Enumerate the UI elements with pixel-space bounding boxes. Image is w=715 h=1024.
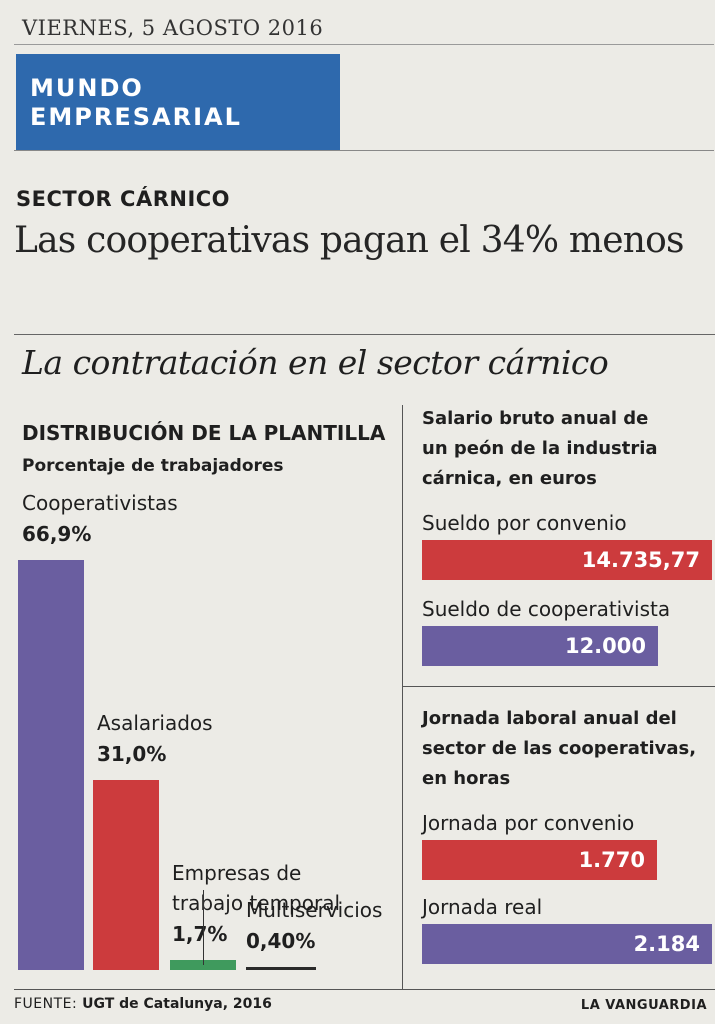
article-headline: Las cooperativas pagan el 34% menos bbox=[14, 220, 684, 261]
bar-multiservicios bbox=[246, 967, 316, 970]
hbar-value-label: 12.000 bbox=[564, 634, 646, 658]
infographic-bottom-rule bbox=[14, 989, 715, 990]
hours-title-line3: en horas bbox=[422, 768, 511, 789]
section-title: MUNDO EMPRESARIAL bbox=[30, 74, 242, 132]
section-title-line1: MUNDO bbox=[30, 74, 144, 102]
bar-value-label: 31,0% bbox=[97, 742, 167, 766]
bar-label: Empresas de bbox=[172, 860, 302, 885]
bar-cooperativistas bbox=[18, 560, 84, 970]
hours-chart: Jornada por convenio 1.770 Jornada real 2.1… bbox=[422, 811, 712, 964]
hbar-label: Sueldo por convenio bbox=[422, 511, 627, 535]
hbar-1: 12.000 bbox=[422, 626, 658, 666]
hbar-1: 2.184 bbox=[422, 924, 712, 964]
section-rule bbox=[14, 150, 714, 151]
bar-label: Cooperativistas bbox=[22, 491, 178, 515]
distribution-title: DISTRIBUCIÓN DE LA PLANTILLA bbox=[22, 421, 386, 445]
section-badge bbox=[16, 54, 340, 150]
hbar-label: Jornada por convenio bbox=[422, 811, 635, 835]
bar-label: trabajo temporal bbox=[172, 890, 341, 915]
bar-asalariados bbox=[93, 780, 159, 970]
section-title-line2: EMPRESARIAL bbox=[30, 103, 242, 131]
bar-value-label: 0,40% bbox=[246, 929, 316, 953]
salary-chart: Sueldo por convenio 14.735,77 Sueldo de co… bbox=[422, 511, 712, 666]
salary-title-line1: Salario bruto anual de bbox=[422, 408, 649, 429]
salary-title-line2: un peón de la industria bbox=[422, 438, 658, 459]
issue-date: VIERNES, 5 AGOSTO 2016 bbox=[22, 16, 324, 40]
infographic-top-rule bbox=[14, 334, 715, 335]
hbar-0: 1.770 bbox=[422, 840, 657, 880]
hbar-label: Sueldo de cooperativista bbox=[422, 597, 671, 621]
hours-title-line1: Jornada laboral anual del bbox=[422, 708, 677, 729]
infographic-divider-vertical bbox=[402, 405, 403, 990]
header-rule bbox=[14, 44, 714, 45]
source-note: FUENTE: UGT de Catalunya, 2016 bbox=[14, 996, 272, 1012]
bar-label: Asalariados bbox=[97, 711, 213, 735]
brand-logo: LA VANGUARDIA bbox=[580, 998, 707, 1013]
salary-title: Salario bruto anual de un peón de la ind… bbox=[422, 404, 658, 494]
article-kicker: SECTOR CÁRNICO bbox=[16, 187, 231, 211]
hbar-value-label: 14.735,77 bbox=[581, 548, 700, 572]
distribution-subtitle: Porcentaje de trabajadores bbox=[22, 456, 284, 476]
distribution-chart: Cooperativistas 66,9% Asalariados 31,0% Empr… bbox=[18, 491, 383, 970]
infographic-title: La contratación en el sector cárnico bbox=[22, 343, 609, 382]
salary-title-line3: cárnica, en euros bbox=[422, 468, 597, 489]
bar-value-label: 66,9% bbox=[22, 522, 92, 546]
hbar-value-label: 2.184 bbox=[633, 932, 700, 956]
hbar-value-label: 1.770 bbox=[578, 848, 645, 872]
bar-value-label: 1,7% bbox=[172, 921, 228, 946]
source-text: UGT de Catalunya, 2016 bbox=[82, 996, 272, 1012]
infographic-divider-horizontal bbox=[402, 686, 715, 687]
hours-title-line2: sector de las cooperativas, bbox=[422, 738, 697, 759]
bar-label: Multiservicios bbox=[246, 898, 383, 922]
hbar-label: Jornada real bbox=[422, 895, 543, 919]
hbar-0: 14.735,77 bbox=[422, 540, 712, 580]
hours-title: Jornada laboral anual del sector de las … bbox=[422, 704, 696, 794]
source-label: FUENTE: bbox=[14, 996, 78, 1012]
leader-line bbox=[203, 890, 204, 965]
